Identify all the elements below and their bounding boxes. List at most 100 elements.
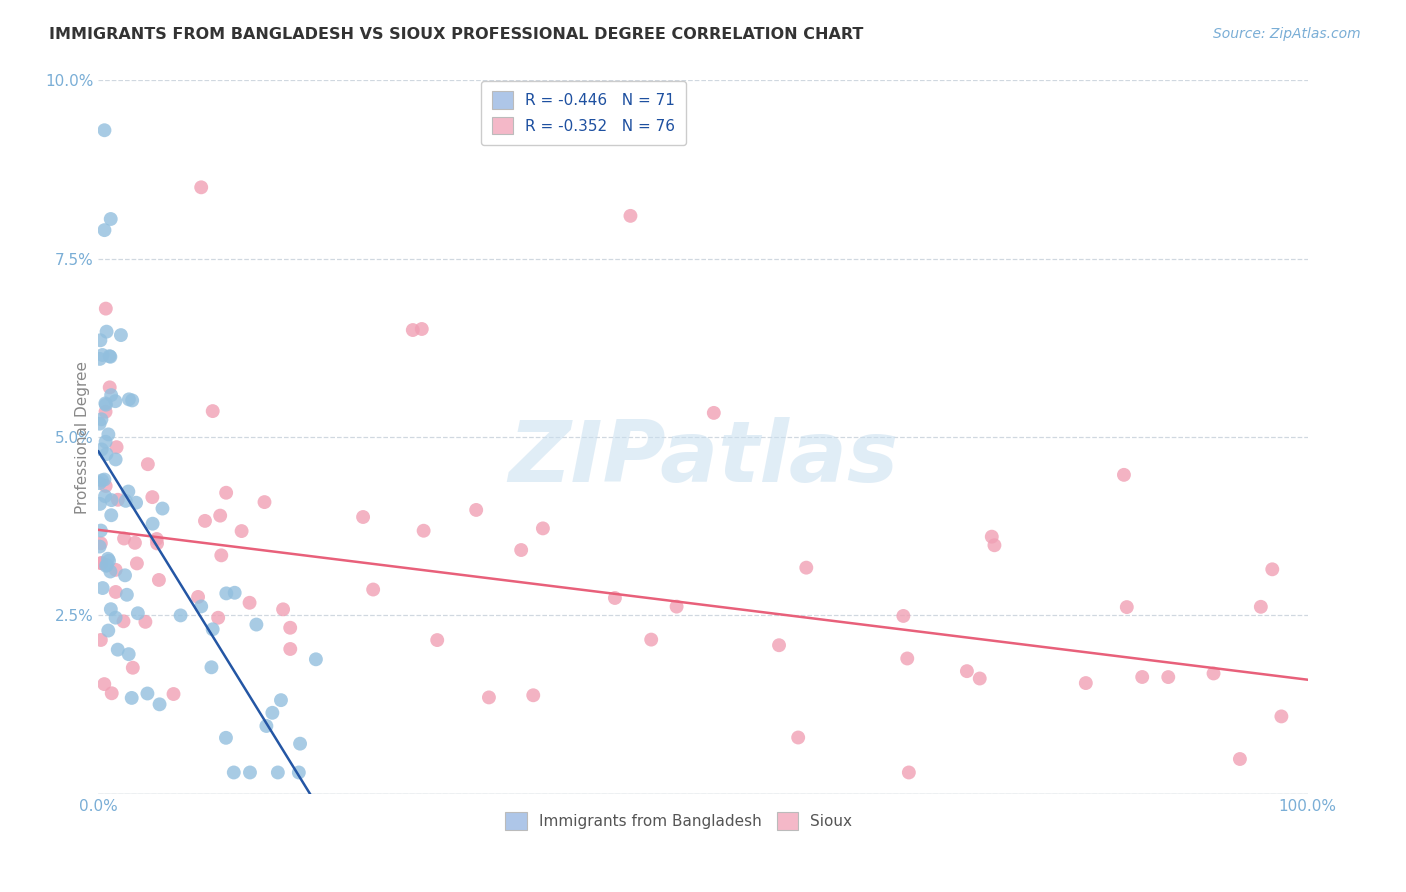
Point xyxy=(201,622,224,636)
Point xyxy=(93,473,115,487)
Point xyxy=(640,632,662,647)
Point xyxy=(90,524,112,538)
Point xyxy=(768,638,790,652)
Point xyxy=(278,621,301,635)
Point xyxy=(665,599,688,614)
Point xyxy=(98,380,121,394)
Point xyxy=(194,514,217,528)
Point xyxy=(90,442,112,457)
Point xyxy=(118,392,141,407)
Point xyxy=(891,609,914,624)
Point xyxy=(224,586,246,600)
Point xyxy=(141,490,163,504)
Point xyxy=(215,485,238,500)
Point xyxy=(148,573,170,587)
Point xyxy=(104,452,127,467)
Point xyxy=(125,496,148,510)
Point xyxy=(522,688,544,702)
Point xyxy=(93,123,115,137)
Point xyxy=(121,393,143,408)
Point xyxy=(603,591,626,605)
Point xyxy=(118,647,141,661)
Point xyxy=(134,615,156,629)
Point xyxy=(897,765,920,780)
Point xyxy=(190,180,212,194)
Point xyxy=(94,434,117,449)
Point xyxy=(969,672,991,686)
Point xyxy=(305,652,328,666)
Point xyxy=(94,489,117,503)
Point xyxy=(89,351,111,366)
Point xyxy=(231,524,253,538)
Point xyxy=(90,556,112,570)
Point xyxy=(112,532,135,546)
Point xyxy=(104,563,127,577)
Point xyxy=(94,396,117,410)
Point xyxy=(125,557,148,571)
Point xyxy=(201,404,224,418)
Point xyxy=(209,549,232,563)
Point xyxy=(93,677,115,691)
Point xyxy=(93,223,115,237)
Point xyxy=(531,521,554,535)
Point xyxy=(239,765,262,780)
Point xyxy=(98,554,121,568)
Point xyxy=(136,457,159,471)
Point xyxy=(94,301,117,316)
Y-axis label: Professional Degree: Professional Degree xyxy=(75,360,90,514)
Point xyxy=(98,565,121,579)
Point xyxy=(98,349,121,363)
Point xyxy=(956,664,979,678)
Point xyxy=(124,536,146,550)
Point xyxy=(209,508,232,523)
Point xyxy=(91,474,114,488)
Point xyxy=(104,585,127,599)
Point xyxy=(245,617,267,632)
Point xyxy=(187,590,209,604)
Point xyxy=(510,543,533,558)
Point xyxy=(114,568,136,582)
Legend: Immigrants from Bangladesh, Sioux: Immigrants from Bangladesh, Sioux xyxy=(499,806,859,836)
Point xyxy=(1270,709,1292,723)
Point xyxy=(105,440,128,454)
Point xyxy=(97,427,120,442)
Point xyxy=(1115,600,1137,615)
Point xyxy=(169,608,191,623)
Point xyxy=(97,624,120,638)
Point xyxy=(96,447,118,461)
Point xyxy=(115,588,138,602)
Point xyxy=(90,632,112,647)
Point xyxy=(94,398,117,412)
Point xyxy=(152,501,174,516)
Point xyxy=(896,651,918,665)
Text: ZIPatlas: ZIPatlas xyxy=(508,417,898,500)
Point xyxy=(94,479,117,493)
Point xyxy=(426,633,449,648)
Point xyxy=(1157,670,1180,684)
Point xyxy=(1112,467,1135,482)
Point xyxy=(352,510,374,524)
Point xyxy=(1074,676,1097,690)
Point xyxy=(104,394,127,409)
Point xyxy=(262,706,284,720)
Point xyxy=(787,731,810,745)
Point xyxy=(96,558,118,573)
Point xyxy=(112,615,135,629)
Point xyxy=(238,596,260,610)
Point xyxy=(478,690,501,705)
Point xyxy=(89,497,111,511)
Point xyxy=(110,328,132,343)
Point xyxy=(190,599,212,614)
Point xyxy=(619,209,641,223)
Point xyxy=(121,661,143,675)
Point xyxy=(148,698,170,712)
Point xyxy=(253,495,276,509)
Point xyxy=(162,687,184,701)
Point xyxy=(94,558,117,573)
Point xyxy=(96,325,118,339)
Point xyxy=(117,484,139,499)
Point xyxy=(100,602,122,616)
Point xyxy=(200,660,222,674)
Point xyxy=(100,493,122,508)
Point xyxy=(215,586,238,600)
